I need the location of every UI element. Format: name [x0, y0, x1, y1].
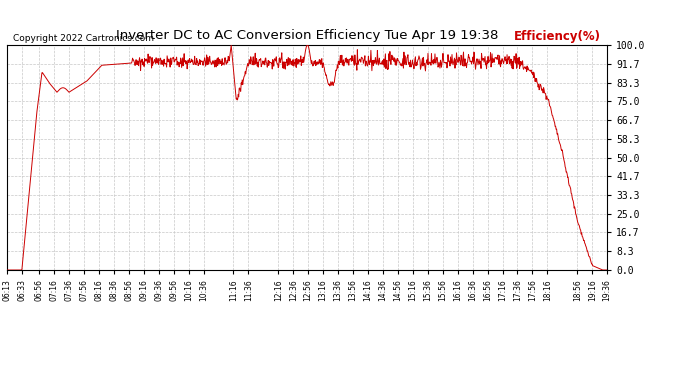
Text: Efficiency(%): Efficiency(%) [514, 30, 601, 43]
Text: Copyright 2022 Cartronics.com: Copyright 2022 Cartronics.com [13, 34, 154, 43]
Title: Inverter DC to AC Conversion Efficiency Tue Apr 19 19:38: Inverter DC to AC Conversion Efficiency … [116, 30, 498, 42]
